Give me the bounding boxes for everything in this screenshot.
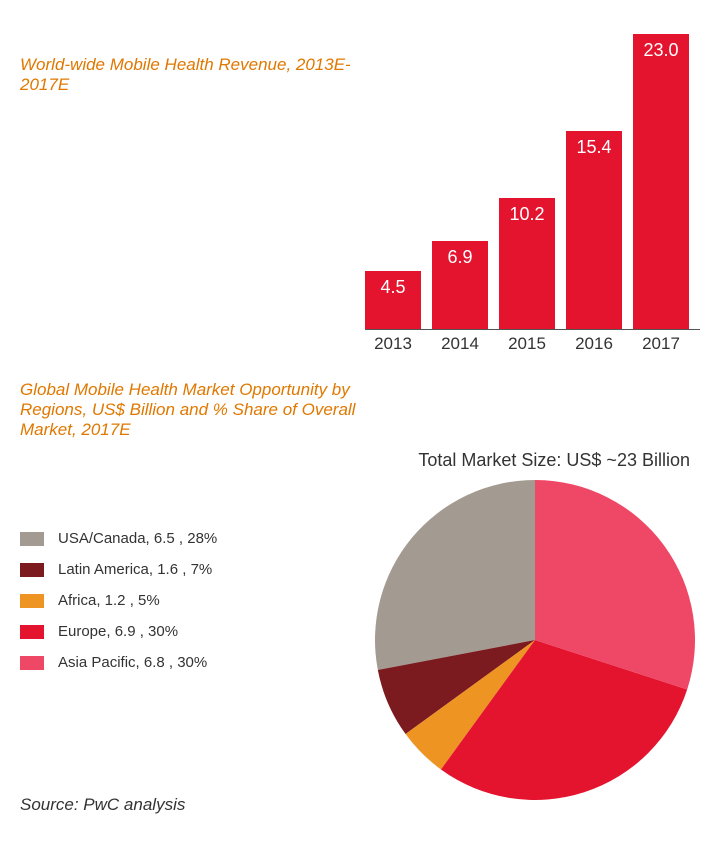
pie-chart (370, 475, 700, 805)
legend-label: Africa, 1.2 , 5% (58, 592, 160, 609)
legend-label: Europe, 6.9 , 30% (58, 623, 178, 640)
bar-plot-area: 4.5 6.9 10.2 15.4 23.0 (365, 35, 700, 330)
bar: 23.0 (633, 34, 689, 329)
pie-chart-title: Global Mobile Health Market Opportunity … (20, 380, 360, 440)
pie-legend: USA/Canada, 6.5 , 28% Latin America, 1.6 … (20, 530, 217, 685)
bar-value-label: 4.5 (365, 277, 421, 298)
bar-chart-title: World-wide Mobile Health Revenue, 2013E-… (20, 55, 370, 95)
legend-swatch (20, 656, 44, 670)
legend-item: Africa, 1.2 , 5% (20, 592, 217, 609)
bar-category-label: 2015 (499, 334, 555, 354)
legend-swatch (20, 625, 44, 639)
bar-chart-section: World-wide Mobile Health Revenue, 2013E-… (15, 15, 710, 375)
bar-value-label: 10.2 (499, 204, 555, 225)
bar: 6.9 (432, 241, 488, 330)
bar-category-label: 2014 (432, 334, 488, 354)
source-text: Source: PwC analysis (20, 795, 185, 815)
bar-category-label: 2016 (566, 334, 622, 354)
bar: 10.2 (499, 198, 555, 329)
bar: 15.4 (566, 131, 622, 329)
bar: 4.5 (365, 271, 421, 329)
bar-value-label: 6.9 (432, 247, 488, 268)
legend-swatch (20, 532, 44, 546)
legend-swatch (20, 594, 44, 608)
legend-label: Latin America, 1.6 , 7% (58, 561, 212, 578)
pie-slice (375, 480, 535, 670)
legend-item: Latin America, 1.6 , 7% (20, 561, 217, 578)
legend-item: Asia Pacific, 6.8 , 30% (20, 654, 217, 671)
bar-chart: 4.5 6.9 10.2 15.4 23.0 2013 2014 2015 2016 2017 (365, 35, 700, 355)
bar-x-labels: 2013 2014 2015 2016 2017 (365, 330, 700, 355)
legend-item: USA/Canada, 6.5 , 28% (20, 530, 217, 547)
legend-label: USA/Canada, 6.5 , 28% (58, 530, 217, 547)
bar-category-label: 2013 (365, 334, 421, 354)
pie-chart-section: Global Mobile Health Market Opportunity … (15, 380, 710, 840)
legend-swatch (20, 563, 44, 577)
bar-value-label: 23.0 (633, 40, 689, 61)
legend-label: Asia Pacific, 6.8 , 30% (58, 654, 207, 671)
legend-item: Europe, 6.9 , 30% (20, 623, 217, 640)
bar-value-label: 15.4 (566, 137, 622, 158)
bar-category-label: 2017 (633, 334, 689, 354)
pie-total-label: Total Market Size: US$ ~23 Billion (418, 450, 690, 471)
